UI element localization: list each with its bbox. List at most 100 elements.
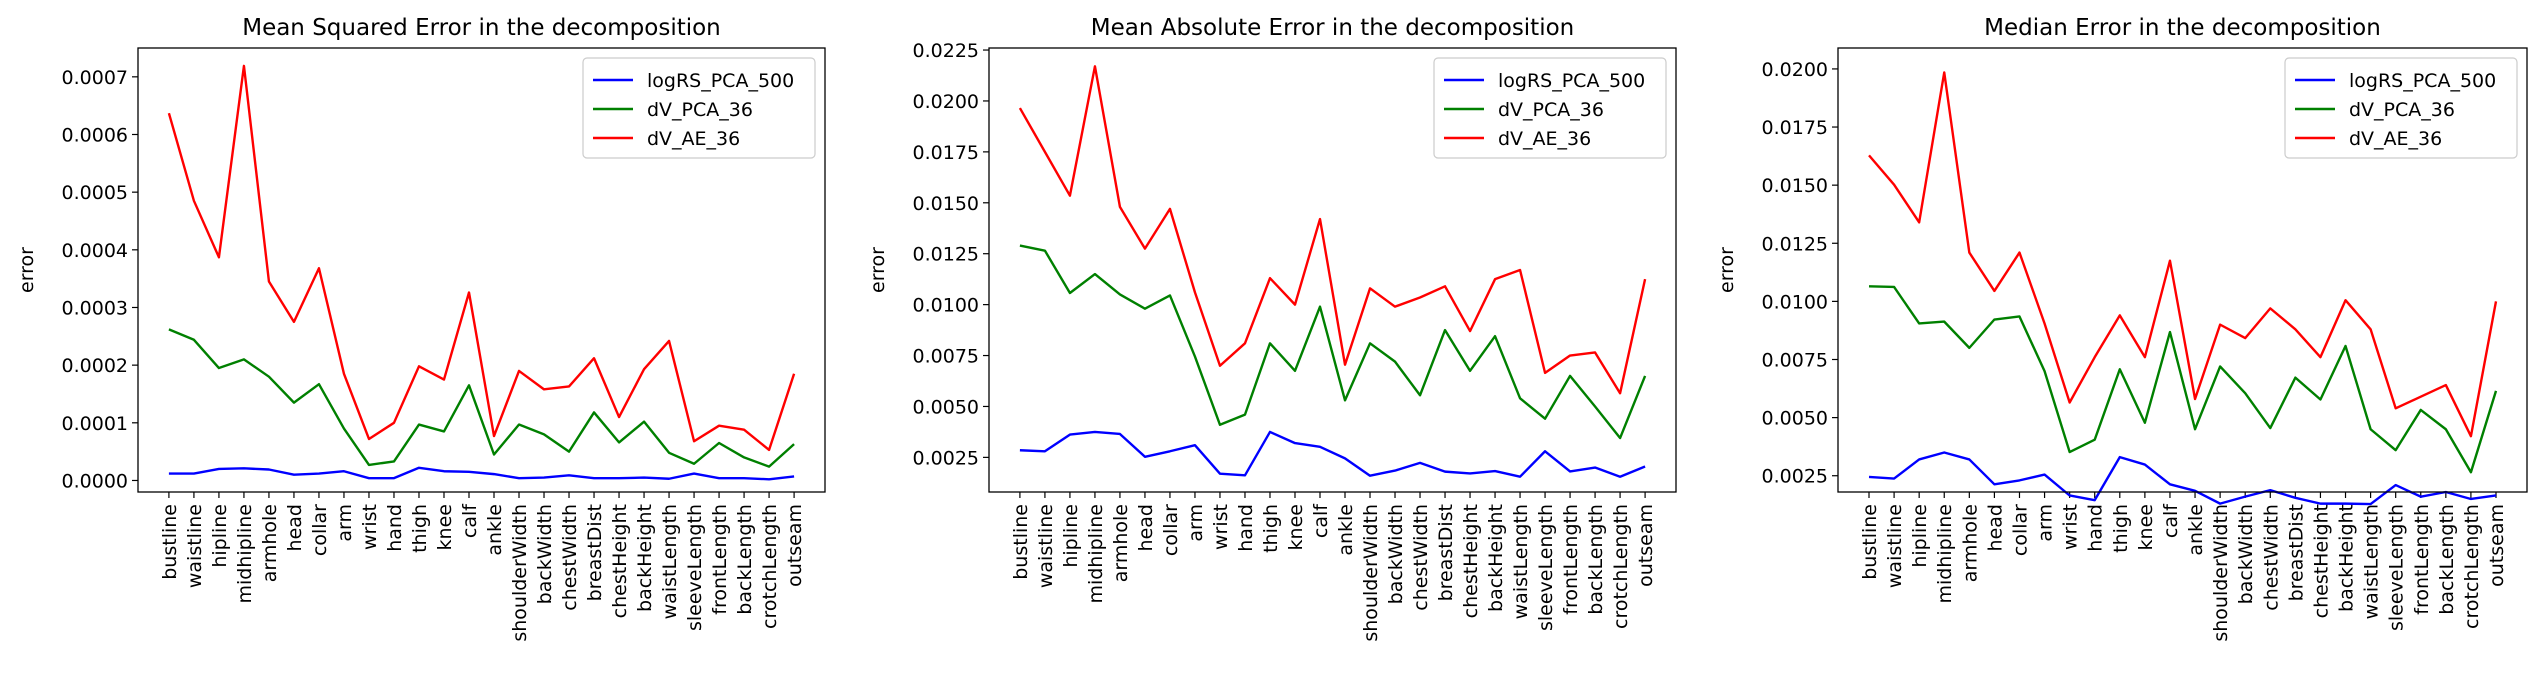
x-tick-label: thigh bbox=[2110, 504, 2132, 553]
x-tick-label: knee bbox=[2135, 504, 2157, 550]
x-tick-label: waistline bbox=[1035, 504, 1057, 588]
series-line-dV_AE_36 bbox=[1868, 71, 2498, 438]
y-tick-label: 0.0225 bbox=[913, 40, 979, 62]
x-tick-label: ankle bbox=[1335, 504, 1357, 556]
x-tick-label: knee bbox=[1285, 504, 1307, 550]
x-tick-label: armhole bbox=[259, 504, 281, 582]
x-tick-label: arm bbox=[1185, 504, 1207, 542]
x-tick-label: backWidth bbox=[1385, 504, 1407, 604]
y-tick-label: 0.0050 bbox=[1762, 408, 1828, 430]
x-tick-label: sleeveLength bbox=[2386, 504, 2408, 631]
y-tick-label: 0.0001 bbox=[62, 413, 128, 435]
x-tick-label: waistline bbox=[1884, 504, 1906, 588]
x-tick-label: chestWidth bbox=[559, 504, 581, 611]
x-tick-label: armhole bbox=[1110, 504, 1132, 582]
legend-box bbox=[1433, 57, 1667, 159]
x-tick-label: chestHeight bbox=[609, 504, 631, 618]
x-tick-label: bustline bbox=[1859, 504, 1881, 580]
x-tick-label: shoulderWidth bbox=[2210, 504, 2232, 642]
x-tick-label: frontLength bbox=[2411, 504, 2433, 615]
y-tick-label: 0.0100 bbox=[913, 295, 979, 317]
x-tick-label: shoulderWidth bbox=[1360, 504, 1382, 642]
x-tick-label: chestWidth bbox=[1410, 504, 1432, 611]
x-tick-label: knee bbox=[434, 504, 456, 550]
series-line-logRS_PCA_500 bbox=[1868, 451, 2497, 506]
legend-box bbox=[582, 57, 816, 159]
x-tick-label: breastDist bbox=[2285, 504, 2307, 601]
series-line-dV_PCA_36 bbox=[168, 328, 795, 468]
x-tick-label: hipline bbox=[1909, 504, 1931, 568]
median-error-chart-panel: Median Error in the decomposition 0.0025 0… bbox=[1716, 15, 2528, 642]
chart-title: Mean Squared Error in the decomposition bbox=[242, 15, 721, 41]
x-tick-label: bustline bbox=[159, 504, 181, 580]
x-tick-label: outseam bbox=[1635, 504, 1657, 587]
legend-label: dV_AE_36 bbox=[1498, 128, 1591, 150]
series-line-dV_PCA_36 bbox=[1868, 285, 2498, 474]
legend-label: dV_PCA_36 bbox=[647, 99, 753, 121]
x-tick-label: waistLength bbox=[2361, 504, 2383, 619]
x-tick-label: breastDist bbox=[584, 504, 606, 601]
x-tick-label: backLength bbox=[2436, 504, 2458, 615]
x-tick-label: wrist bbox=[1210, 504, 1232, 550]
x-tick-label: chestWidth bbox=[2260, 504, 2282, 611]
y-tick-label: 0.0025 bbox=[1762, 466, 1828, 488]
x-tick-label: frontLength bbox=[1560, 504, 1582, 615]
series-line-logRS_PCA_500 bbox=[168, 466, 795, 481]
y-axis-label: error bbox=[1716, 247, 1738, 293]
legend-label: logRS_PCA_500 bbox=[1498, 70, 1645, 92]
y-tick-label: 0.0125 bbox=[1762, 233, 1828, 255]
legend-box bbox=[2284, 57, 2518, 159]
y-tick-label: 0.0125 bbox=[913, 244, 979, 266]
x-tick-label: armhole bbox=[1959, 504, 1981, 582]
plot-frame bbox=[137, 47, 826, 493]
x-tick-label: frontLength bbox=[709, 504, 731, 615]
x-tick-label: thigh bbox=[1260, 504, 1282, 553]
y-tick-label: 0.0006 bbox=[62, 124, 128, 146]
x-tick-label: midhipline bbox=[1085, 504, 1107, 604]
y-tick-label: 0.0003 bbox=[62, 297, 128, 319]
chart-title: Mean Absolute Error in the decomposition bbox=[1091, 15, 1575, 41]
x-tick-label: collar bbox=[1160, 504, 1182, 556]
x-tick-label: collar bbox=[2009, 504, 2031, 556]
x-tick-label: hand bbox=[2085, 504, 2107, 552]
y-tick-label: 0.0002 bbox=[62, 355, 128, 377]
mse-chart-panel: Mean Squared Error in the decomposition 0… bbox=[16, 15, 826, 642]
series-line-logRS_PCA_500 bbox=[1019, 430, 1646, 478]
x-tick-label: crotchLength bbox=[2461, 504, 2483, 629]
y-axis-label: error bbox=[16, 247, 38, 293]
y-tick-label: 0.0000 bbox=[62, 470, 128, 492]
legend-label: logRS_PCA_500 bbox=[2349, 70, 2496, 92]
x-tick-label: backHeight bbox=[2336, 504, 2358, 612]
x-tick-label: backHeight bbox=[634, 504, 656, 612]
series-line-dV_PCA_36 bbox=[1019, 244, 1647, 440]
x-tick-label: backWidth bbox=[534, 504, 556, 604]
y-tick-label: 0.0075 bbox=[913, 346, 979, 368]
x-tick-label: arm bbox=[334, 504, 356, 542]
x-tick-label: outseam bbox=[784, 504, 806, 587]
x-tick-label: ankle bbox=[2185, 504, 2207, 556]
x-tick-label: breastDist bbox=[1435, 504, 1457, 601]
legend-label: dV_AE_36 bbox=[647, 128, 740, 150]
chart-title: Median Error in the decomposition bbox=[1984, 15, 2381, 41]
y-tick-label: 0.0004 bbox=[62, 240, 128, 262]
x-tick-label: wrist bbox=[2060, 504, 2082, 550]
x-tick-label: hand bbox=[1235, 504, 1257, 552]
x-tick-label: thigh bbox=[409, 504, 431, 553]
x-tick-label: backLength bbox=[1585, 504, 1607, 615]
x-tick-label: ankle bbox=[484, 504, 506, 556]
y-tick-label: 0.0200 bbox=[1762, 59, 1828, 81]
plot-frame bbox=[988, 47, 1677, 493]
x-tick-label: midhipline bbox=[234, 504, 256, 604]
x-tick-label: sleeveLength bbox=[684, 504, 706, 631]
x-tick-label: head bbox=[1135, 504, 1157, 551]
y-tick-label: 0.0100 bbox=[1762, 291, 1828, 313]
y-tick-label: 0.0075 bbox=[1762, 349, 1828, 371]
x-tick-label: waistLength bbox=[1510, 504, 1532, 619]
y-tick-label: 0.0150 bbox=[913, 193, 979, 215]
x-tick-label: calf bbox=[2160, 503, 2182, 538]
x-tick-label: hand bbox=[384, 504, 406, 552]
x-tick-label: bustline bbox=[1010, 504, 1032, 580]
x-tick-label: crotchLength bbox=[1610, 504, 1632, 629]
y-tick-label: 0.0200 bbox=[913, 91, 979, 113]
x-tick-label: hipline bbox=[209, 504, 231, 568]
